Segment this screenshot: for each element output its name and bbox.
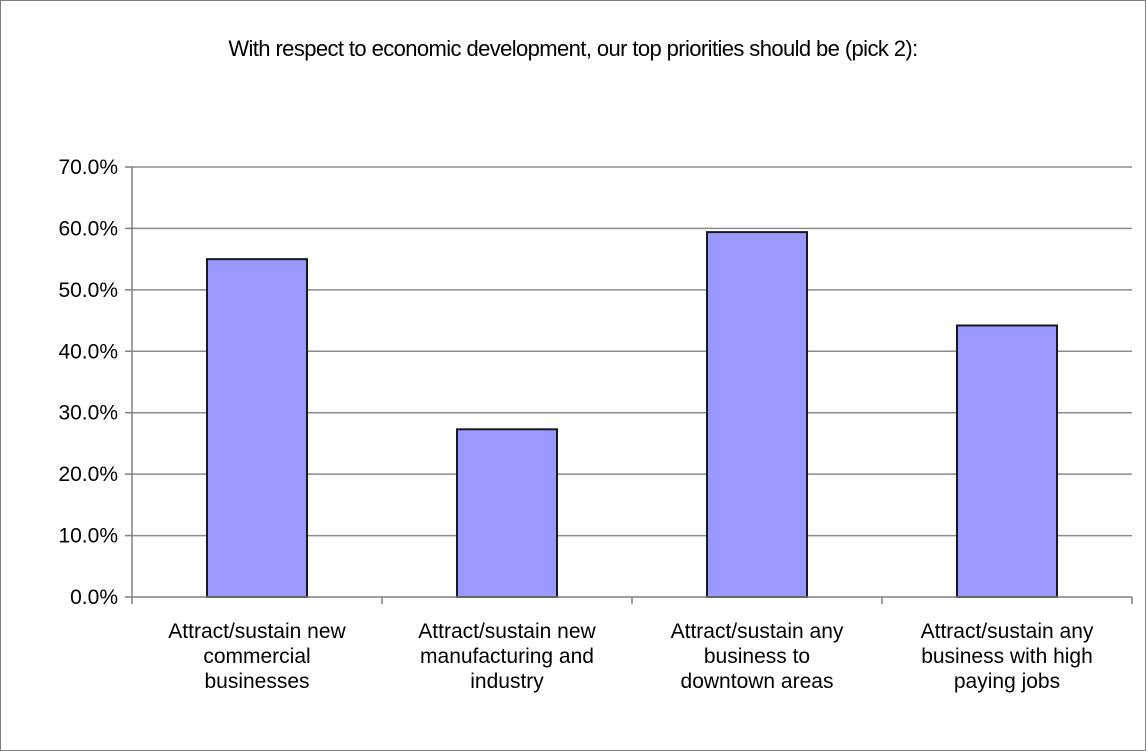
axes: [125, 166, 1133, 604]
x-category-label: Attract/sustain new commercial businesses: [168, 620, 346, 693]
x-category-label: Attract/sustain new manufacturing and indu…: [418, 620, 596, 693]
labels: 0.0% 10.0% 20.0% 30.0% 40.0% 50.0% 60.0% 70.0% A…: [58, 156, 1093, 693]
y-tick-label: 60.0%: [58, 217, 118, 240]
y-tick-label: 70.0%: [58, 156, 118, 179]
bar: [206, 258, 308, 598]
x-category-label: Attract/sustain any business with high pay…: [921, 620, 1094, 693]
y-tick-label: 0.0%: [70, 586, 118, 609]
y-tick-label: 40.0%: [58, 340, 118, 363]
y-tick-label: 50.0%: [58, 279, 118, 302]
chart-title: With respect to economic development, ou…: [228, 36, 918, 61]
bar: [706, 231, 808, 598]
bar: [456, 428, 558, 598]
bars: [206, 231, 1058, 598]
bar: [956, 324, 1058, 598]
y-tick-label: 30.0%: [58, 402, 118, 425]
y-tick-label: 10.0%: [58, 525, 118, 548]
x-category-label: Attract/sustain any business to downtown a…: [671, 620, 844, 693]
y-tick-label: 20.0%: [58, 463, 118, 486]
